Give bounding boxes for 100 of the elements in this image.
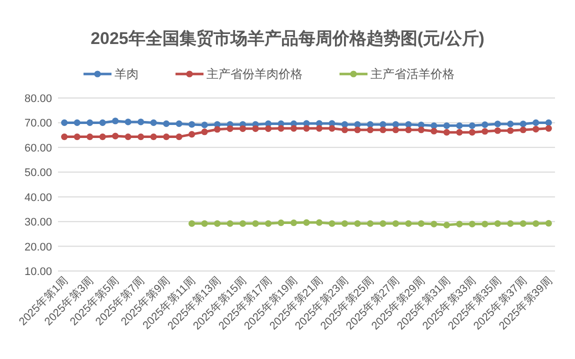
point bbox=[494, 127, 501, 134]
point bbox=[482, 121, 488, 128]
point bbox=[507, 120, 514, 128]
point bbox=[405, 220, 412, 227]
point bbox=[112, 132, 119, 140]
point bbox=[188, 121, 196, 128]
point bbox=[366, 220, 374, 227]
point bbox=[86, 134, 94, 140]
point bbox=[316, 219, 323, 226]
point bbox=[482, 220, 488, 228]
point bbox=[341, 126, 348, 134]
point bbox=[150, 119, 157, 126]
point bbox=[494, 220, 501, 227]
point bbox=[201, 220, 208, 227]
point bbox=[443, 122, 450, 129]
point bbox=[468, 220, 476, 228]
point bbox=[201, 128, 208, 136]
point bbox=[532, 126, 540, 132]
point bbox=[150, 134, 157, 140]
point bbox=[507, 220, 514, 227]
point bbox=[430, 220, 438, 228]
point bbox=[482, 128, 488, 135]
y-tick-label: 80.00 bbox=[24, 93, 52, 105]
chart-title: 2025年全国集贸市场羊产品每周价格趋势图(元/公斤) bbox=[90, 29, 484, 48]
y-tick-label: 40.00 bbox=[24, 192, 52, 204]
point bbox=[392, 126, 400, 134]
point bbox=[545, 220, 552, 227]
point bbox=[264, 125, 272, 132]
point bbox=[61, 119, 68, 126]
y-tick-label: 30.00 bbox=[24, 216, 52, 229]
point bbox=[188, 131, 196, 138]
point bbox=[252, 220, 259, 227]
point bbox=[443, 222, 450, 228]
point bbox=[520, 126, 526, 134]
point bbox=[239, 125, 246, 132]
point bbox=[278, 125, 284, 132]
point bbox=[366, 126, 374, 134]
point bbox=[328, 220, 336, 227]
point bbox=[494, 120, 501, 128]
point bbox=[278, 220, 284, 226]
point bbox=[99, 119, 106, 126]
point bbox=[214, 220, 221, 227]
point bbox=[239, 220, 246, 227]
point bbox=[138, 134, 144, 140]
point bbox=[112, 118, 119, 124]
point bbox=[507, 127, 514, 134]
legend-label: 羊肉 bbox=[114, 67, 138, 81]
point bbox=[443, 129, 450, 136]
point bbox=[341, 220, 348, 227]
point bbox=[99, 134, 106, 140]
point bbox=[290, 125, 298, 132]
point bbox=[163, 134, 170, 140]
point bbox=[532, 220, 540, 227]
point bbox=[214, 126, 221, 133]
point bbox=[226, 125, 234, 132]
point bbox=[405, 126, 412, 134]
point bbox=[252, 125, 259, 132]
point bbox=[468, 122, 476, 129]
point bbox=[201, 122, 208, 128]
point bbox=[430, 122, 438, 129]
point bbox=[456, 220, 463, 228]
point bbox=[545, 125, 552, 132]
y-tick-label: 50.00 bbox=[24, 167, 52, 180]
point bbox=[468, 129, 476, 136]
point bbox=[520, 220, 526, 227]
point bbox=[61, 134, 68, 140]
point bbox=[316, 125, 323, 132]
legend-label: 主产省份羊肉价格 bbox=[206, 67, 302, 81]
point bbox=[303, 219, 310, 226]
point bbox=[303, 125, 310, 132]
point bbox=[430, 128, 438, 134]
point bbox=[176, 134, 182, 140]
y-tick-label: 10.00 bbox=[24, 266, 52, 278]
point bbox=[124, 118, 132, 126]
y-tick-label: 70.00 bbox=[24, 118, 52, 130]
point bbox=[74, 134, 80, 140]
point bbox=[328, 125, 336, 132]
point bbox=[456, 122, 463, 129]
point bbox=[520, 120, 526, 128]
point bbox=[163, 120, 170, 128]
point bbox=[545, 119, 552, 126]
point bbox=[354, 126, 361, 134]
point bbox=[176, 120, 182, 128]
point bbox=[380, 220, 386, 227]
point bbox=[124, 134, 132, 140]
point bbox=[418, 220, 424, 227]
legend-label: 主产省活羊价格 bbox=[370, 67, 454, 81]
point bbox=[74, 119, 80, 126]
y-tick-label: 60.00 bbox=[24, 142, 52, 154]
point bbox=[138, 118, 144, 126]
point bbox=[456, 129, 463, 136]
point bbox=[226, 220, 234, 227]
point bbox=[188, 220, 196, 227]
point bbox=[392, 220, 400, 227]
point bbox=[532, 119, 540, 126]
y-tick-label: 20.00 bbox=[24, 241, 52, 254]
point bbox=[290, 220, 298, 226]
point bbox=[264, 220, 272, 227]
point bbox=[380, 126, 386, 134]
point bbox=[354, 220, 361, 227]
